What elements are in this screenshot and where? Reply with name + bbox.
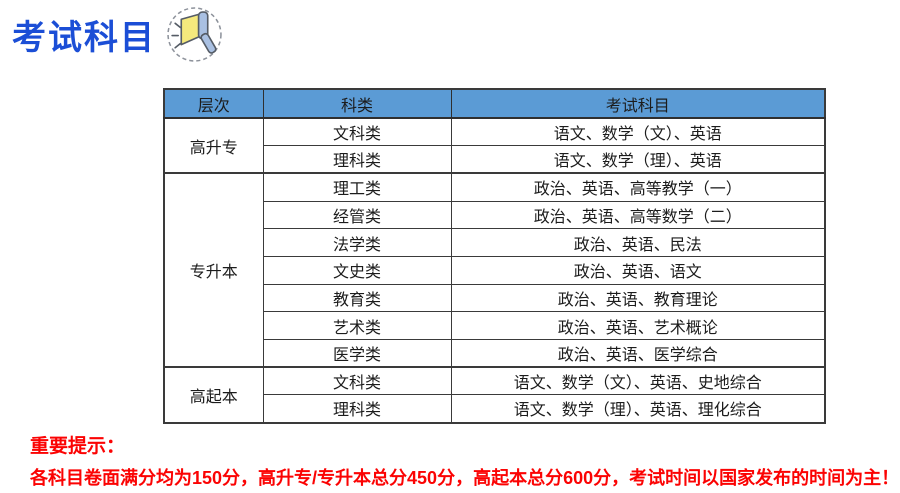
subjects-cell: 政治、英语、高等数学（二） xyxy=(450,200,826,230)
category-cell: 法学类 xyxy=(262,228,452,257)
category-cell: 文史类 xyxy=(262,255,452,285)
category-cell: 文科类 xyxy=(262,117,452,147)
category-cell: 教育类 xyxy=(262,283,452,313)
table-row: 专升本 理工类 政治、英语、高等教学（一） xyxy=(163,172,826,368)
category-cell: 理科类 xyxy=(262,394,452,424)
subjects-cell: 政治、英语、民法 xyxy=(450,228,826,257)
table-row: 教育类 政治、英语、教育理论 xyxy=(164,283,826,313)
category-cell: 艺术类 xyxy=(262,311,452,340)
level-cell-gaoshengzhuan: 高升专 xyxy=(163,117,264,174)
subjects-cell: 语文、数学（文）、英语 xyxy=(450,117,826,147)
col-header-level: 层次 xyxy=(163,88,264,119)
page-title: 考试科目 xyxy=(12,19,156,57)
category-cell: 医学类 xyxy=(262,339,452,368)
exam-subjects-table: 层次 科类 考试科目 高升专 文科类 语文、数学（文）、英语 理科类 语文、数学… xyxy=(163,88,826,424)
subjects-cell: 语文、数学（理）、英语、理化综合 xyxy=(450,394,826,424)
category-cell: 理工类 xyxy=(262,172,452,202)
subjects-cell: 政治、英语、高等教学（一） xyxy=(450,172,826,202)
important-notice: 重要提示： 各科目卷面满分均为150分，高升专/专升本总分450分，高起本总分6… xyxy=(30,436,900,490)
notice-body: 各科目卷面满分均为150分，高升专/专升本总分450分，高起本总分600分，考试… xyxy=(30,467,900,488)
subjects-cell: 政治、英语、艺术概论 xyxy=(450,311,826,340)
megaphone-icon xyxy=(166,6,223,63)
table-row: 文史类 政治、英语、语文 xyxy=(164,255,826,285)
level-cell-gaoqiben: 高起本 xyxy=(163,366,264,424)
subjects-cell: 政治、英语、医学综合 xyxy=(450,339,826,368)
header: 考试科目 xyxy=(12,6,223,63)
notice-heading: 重要提示： xyxy=(30,436,126,457)
table-row: 高起本 文科类 语文、数学（文）、英语、史地综合 xyxy=(163,366,826,424)
level-cell-zhuanshengben: 专升本 xyxy=(163,172,264,368)
col-header-subjects: 考试科目 xyxy=(450,88,826,119)
subjects-cell: 语文、数学（文）、英语、史地综合 xyxy=(450,366,826,396)
category-cell: 理科类 xyxy=(262,145,452,174)
subjects-cell: 语文、数学（理）、英语 xyxy=(450,145,826,174)
table-row: 高升专 文科类 语文、数学（文）、英语 xyxy=(163,117,826,174)
table-row: 理科类 语文、数学（理）、英语 xyxy=(164,145,826,174)
subjects-cell: 政治、英语、教育理论 xyxy=(450,283,826,313)
table-row: 艺术类 政治、英语、艺术概论 xyxy=(164,311,826,340)
table-row: 经管类 政治、英语、高等数学（二） xyxy=(164,200,826,230)
table-row: 理科类 语文、数学（理）、英语、理化综合 xyxy=(164,394,826,424)
category-cell: 文科类 xyxy=(262,366,452,396)
col-header-category: 科类 xyxy=(262,88,452,119)
subjects-cell: 政治、英语、语文 xyxy=(450,255,826,285)
table-row: 法学类 政治、英语、民法 xyxy=(164,228,826,257)
table-row: 医学类 政治、英语、医学综合 xyxy=(164,339,826,368)
table-header-row: 层次 科类 考试科目 xyxy=(163,88,826,119)
category-cell: 经管类 xyxy=(262,200,452,230)
